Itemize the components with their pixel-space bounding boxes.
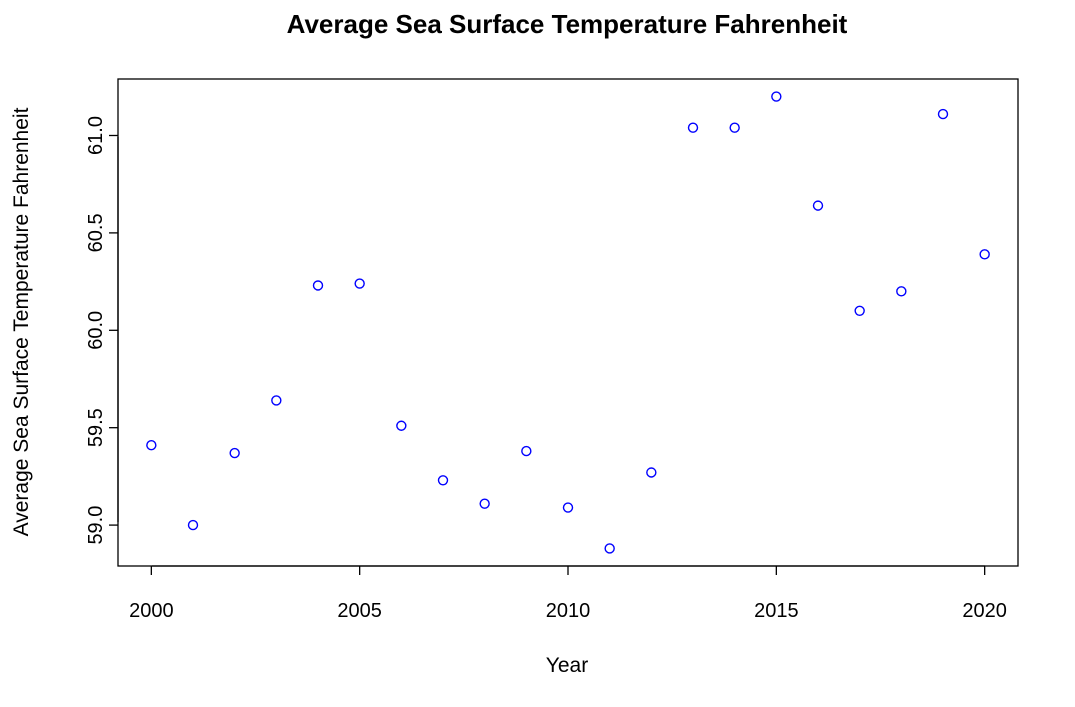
data-point-2006 bbox=[396, 420, 407, 431]
data-point-2001 bbox=[187, 519, 199, 531]
x-tick-label-2000: 2000 bbox=[129, 600, 174, 622]
plot-area-frame bbox=[117, 78, 1019, 567]
y-tick-label-59.0: 59.0 bbox=[85, 506, 107, 545]
data-point-2004 bbox=[312, 280, 324, 291]
y-axis: 59.0 59.5 60.0 60.5 61.0 bbox=[85, 116, 119, 545]
y-tick-label-60.0: 60.0 bbox=[85, 311, 107, 350]
data-point-2002 bbox=[229, 447, 240, 459]
x-tick-label-2015: 2015 bbox=[754, 600, 799, 622]
data-points bbox=[146, 91, 990, 554]
data-point-2010 bbox=[562, 502, 574, 513]
chart-title: Average Sea Surface Temperature Fahrenhe… bbox=[287, 9, 848, 39]
data-point-2019 bbox=[937, 108, 949, 120]
x-tick-label-2020: 2020 bbox=[962, 600, 1007, 622]
data-point-2018 bbox=[896, 286, 907, 297]
y-tick-label-59.5: 59.5 bbox=[85, 408, 107, 447]
data-point-2014 bbox=[729, 122, 740, 133]
data-point-2000 bbox=[146, 440, 157, 451]
y-axis-title: Average Sea Surface Temperature Fahrenhe… bbox=[10, 107, 33, 536]
y-tick-label-61.0: 61.0 bbox=[85, 116, 107, 155]
data-point-2016 bbox=[812, 200, 824, 211]
x-tick-label-2005: 2005 bbox=[337, 600, 382, 622]
data-point-2007 bbox=[437, 475, 449, 486]
data-point-2011 bbox=[604, 543, 615, 554]
x-axis: 2000 2005 2010 2015 2020 bbox=[129, 565, 1007, 622]
data-point-2020 bbox=[979, 249, 990, 260]
x-axis-title: Year bbox=[546, 654, 588, 677]
data-point-2015 bbox=[771, 91, 782, 102]
x-tick-label-2010: 2010 bbox=[546, 600, 591, 622]
data-point-2012 bbox=[646, 467, 657, 478]
data-point-2005 bbox=[354, 278, 365, 289]
data-point-2003 bbox=[271, 395, 282, 406]
data-point-2009 bbox=[521, 445, 532, 457]
data-point-2013 bbox=[687, 122, 699, 133]
data-point-2017 bbox=[854, 305, 865, 317]
data-point-2008 bbox=[479, 498, 490, 509]
y-tick-label-60.5: 60.5 bbox=[85, 213, 107, 252]
